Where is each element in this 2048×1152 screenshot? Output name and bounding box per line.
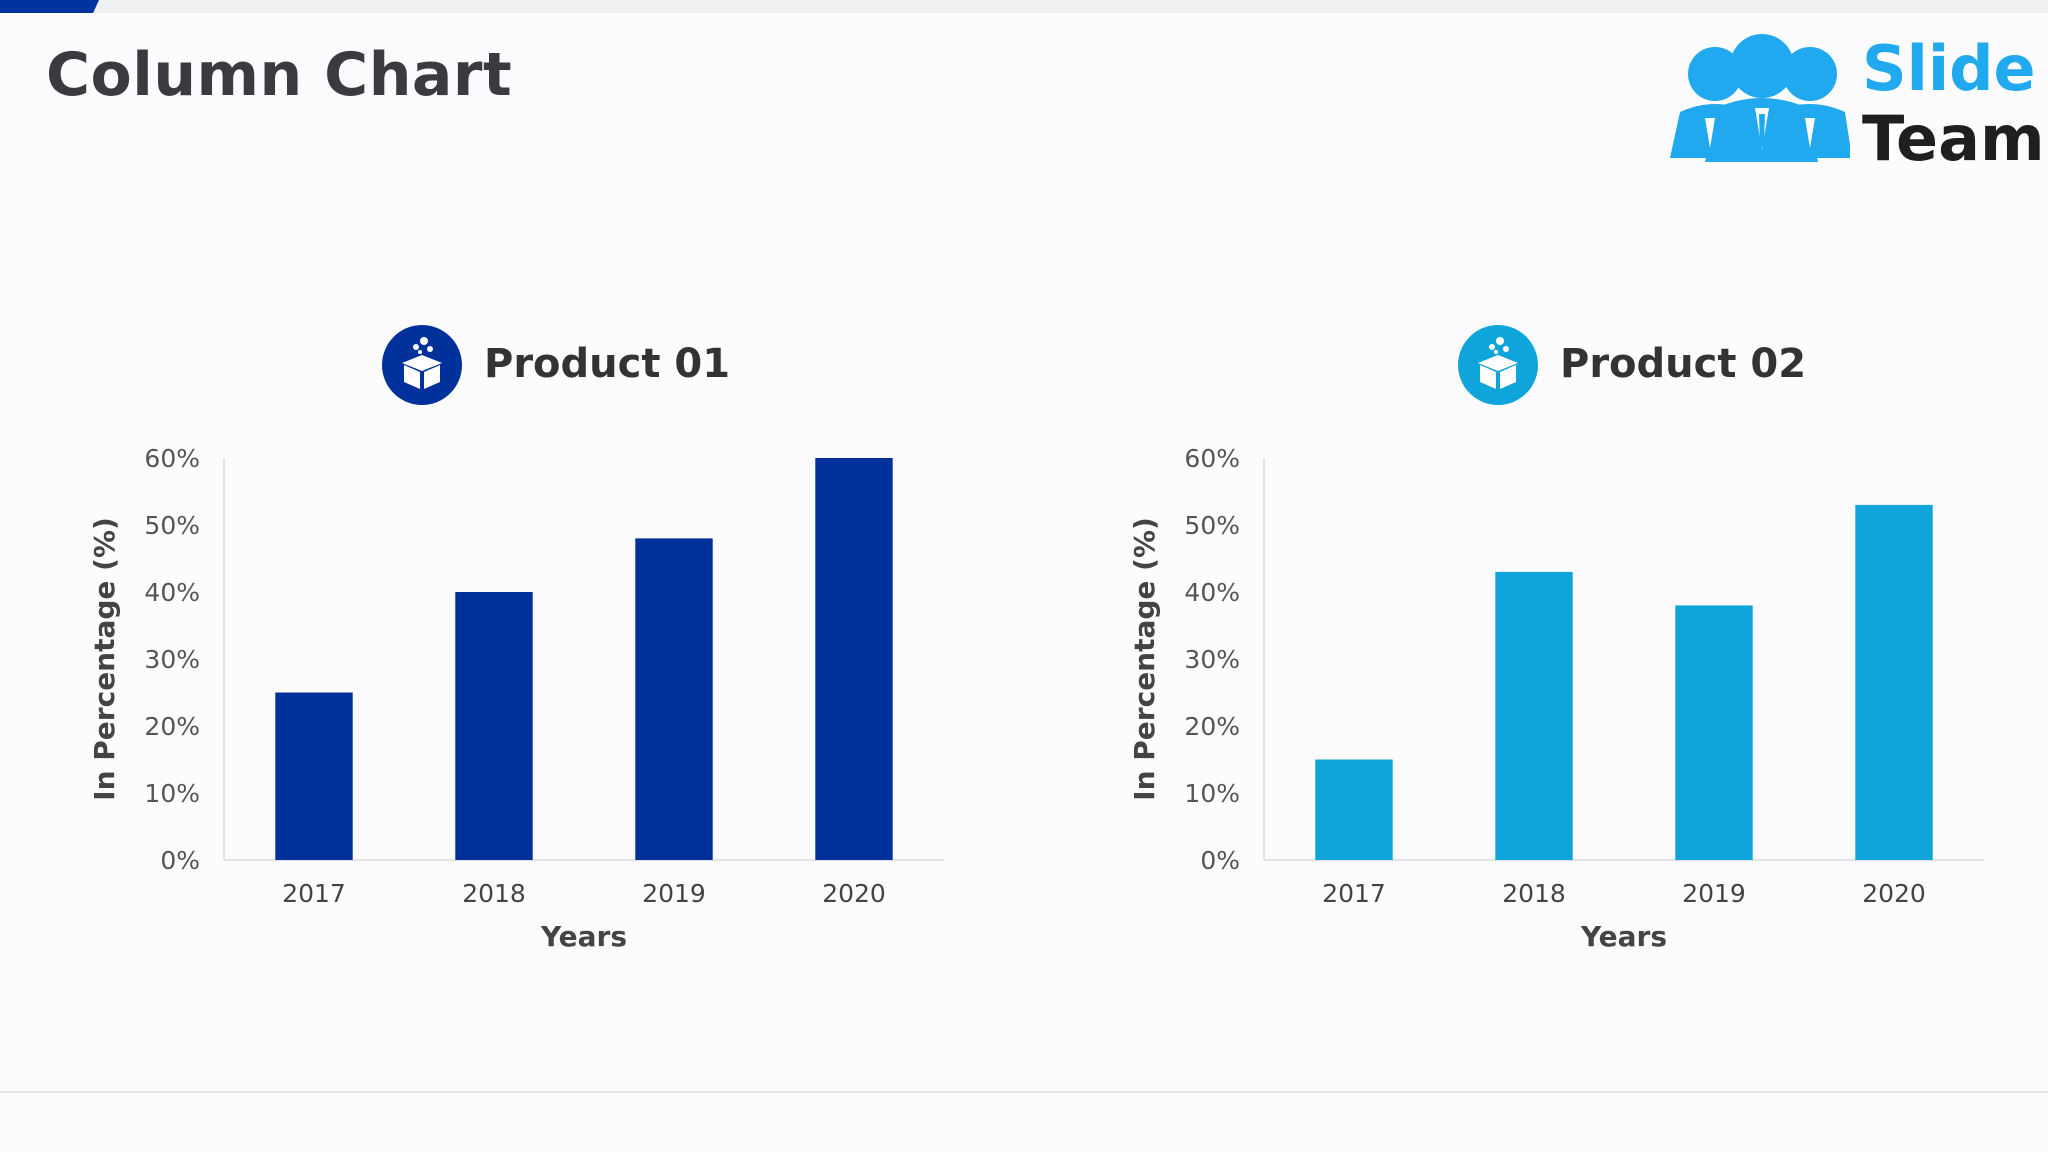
y-tick-label: 0% [1200,846,1240,875]
bar-2020 [1855,504,1933,860]
y-tick-label: 10% [1184,779,1240,808]
y-axis-title: In Percentage (%) [88,517,121,801]
x-tick-label: 2017 [282,879,346,908]
y-tick-label: 60% [1184,444,1240,473]
bar-2018 [455,592,533,860]
x-tick-label: 2017 [1322,879,1386,908]
bar-2018 [1495,571,1573,860]
bottom-divider [0,1091,2048,1093]
bar-2019 [1675,605,1753,860]
y-tick-label: 50% [144,511,200,540]
x-axis-title: Years [540,920,627,953]
y-tick-label: 60% [144,444,200,473]
y-tick-label: 40% [1184,578,1240,607]
bar-2017 [275,692,353,860]
y-tick-label: 20% [1184,712,1240,741]
y-tick-label: 30% [1184,645,1240,674]
x-tick-label: 2020 [822,879,886,908]
bar-2017 [1315,759,1393,860]
chart-title-product-02: Product 02 [1560,341,1807,387]
top-strip [0,0,2048,13]
y-tick-label: 10% [144,779,200,808]
y-tick-label: 40% [144,578,200,607]
people-group-icon [1670,34,1850,162]
bar-2020 [815,458,893,860]
chart-title-product-01: Product 01 [484,341,731,387]
x-tick-label: 2020 [1862,879,1926,908]
gift-box-icon [1458,325,1538,405]
y-axis-title: In Percentage (%) [1128,517,1161,801]
x-tick-label: 2019 [642,879,706,908]
x-tick-label: 2019 [1682,879,1746,908]
x-axis-title: Years [1580,920,1667,953]
gift-box-icon [382,325,462,405]
y-tick-label: 20% [144,712,200,741]
top-accent-bar [0,0,99,13]
y-tick-label: 30% [144,645,200,674]
y-tick-label: 0% [160,846,200,875]
logo-word-team: Team [1862,102,2045,175]
page-title: Column Chart [46,40,513,110]
logo-word-slide: Slide [1862,32,2036,105]
y-tick-label: 50% [1184,511,1240,540]
slideteam-logo: Slide Team [1660,26,2045,175]
x-tick-label: 2018 [1502,879,1566,908]
product-01-column-chart: 0% 10% 20% 30% 40% 50% 60% 2017 2018 2019 2020 Year… [88,444,944,953]
product-02-column-chart: 0% 10% 20% 30% 40% 50% 60% 2017 2018 2019 2020 Year… [1128,444,1984,953]
x-tick-label: 2018 [462,879,526,908]
bar-2019 [635,538,713,860]
